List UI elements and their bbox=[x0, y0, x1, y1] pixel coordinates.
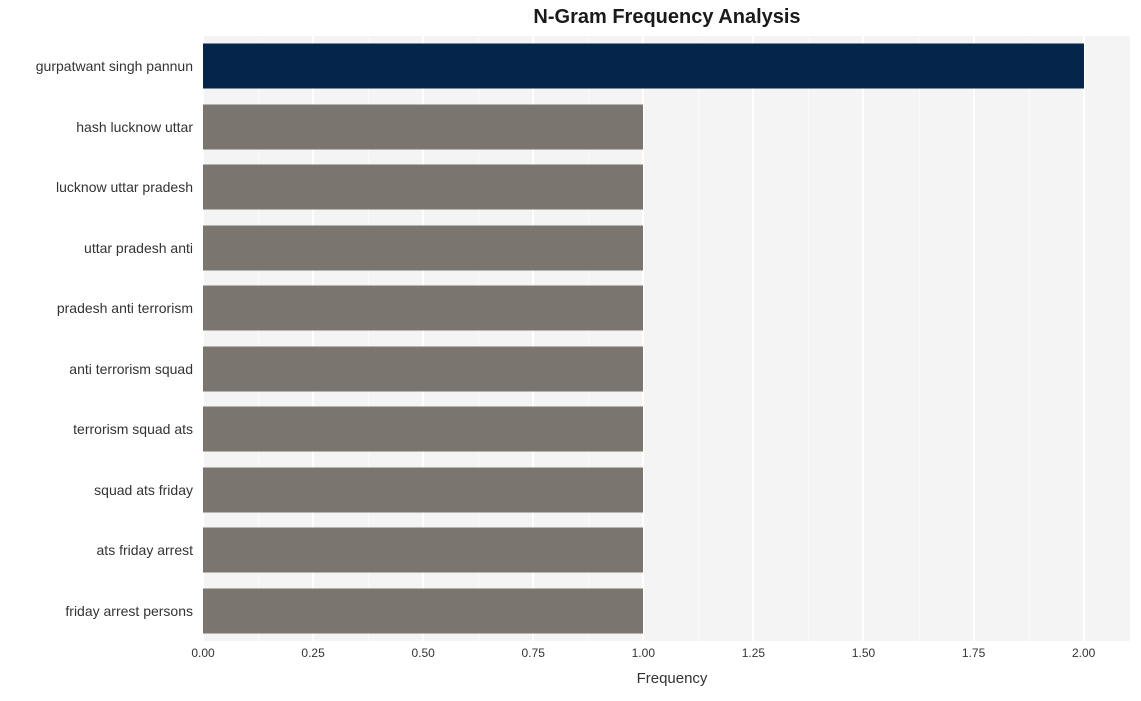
bar bbox=[203, 165, 643, 210]
y-tick-label: hash lucknow uttar bbox=[76, 119, 193, 135]
y-tick-label: friday arrest persons bbox=[65, 603, 193, 619]
bar-row bbox=[203, 157, 1130, 218]
x-tick-label: 2.00 bbox=[1072, 646, 1095, 660]
y-tick-label: ats friday arrest bbox=[97, 542, 193, 558]
bar-row bbox=[203, 520, 1130, 581]
bar-row bbox=[203, 97, 1130, 158]
x-tick-label: 1.75 bbox=[962, 646, 985, 660]
bar-row bbox=[203, 339, 1130, 400]
ngram-frequency-chart: N-Gram Frequency Analysis Frequency 0.00… bbox=[0, 0, 1141, 701]
bar bbox=[203, 467, 643, 512]
y-tick-label: squad ats friday bbox=[94, 482, 193, 498]
x-axis-title: Frequency bbox=[0, 670, 1141, 687]
x-tick-label: 0.25 bbox=[301, 646, 324, 660]
bar bbox=[203, 528, 643, 573]
bar-row bbox=[203, 278, 1130, 339]
x-tick-label: 0.00 bbox=[191, 646, 214, 660]
x-tick-label: 1.50 bbox=[852, 646, 875, 660]
bar bbox=[203, 225, 643, 270]
bar bbox=[203, 588, 643, 633]
bar-row bbox=[203, 399, 1130, 460]
bar bbox=[203, 286, 643, 331]
bar-row bbox=[203, 460, 1130, 521]
x-tick-label: 0.75 bbox=[522, 646, 545, 660]
y-tick-label: uttar pradesh anti bbox=[84, 240, 193, 256]
bar bbox=[203, 407, 643, 452]
x-tick-label: 1.25 bbox=[742, 646, 765, 660]
plot-area bbox=[203, 36, 1130, 641]
bar-row bbox=[203, 581, 1130, 642]
y-tick-label: anti terrorism squad bbox=[69, 361, 193, 377]
bar bbox=[203, 346, 643, 391]
bar-row bbox=[203, 36, 1130, 97]
y-tick-label: pradesh anti terrorism bbox=[57, 300, 193, 316]
bar bbox=[203, 104, 643, 149]
y-tick-label: lucknow uttar pradesh bbox=[56, 179, 193, 195]
y-tick-label: terrorism squad ats bbox=[73, 421, 193, 437]
y-tick-label: gurpatwant singh pannun bbox=[36, 58, 193, 74]
bar-row bbox=[203, 218, 1130, 279]
x-tick-label: 1.00 bbox=[632, 646, 655, 660]
x-tick-label: 0.50 bbox=[411, 646, 434, 660]
chart-title: N-Gram Frequency Analysis bbox=[0, 6, 1141, 29]
bar bbox=[203, 44, 1084, 89]
